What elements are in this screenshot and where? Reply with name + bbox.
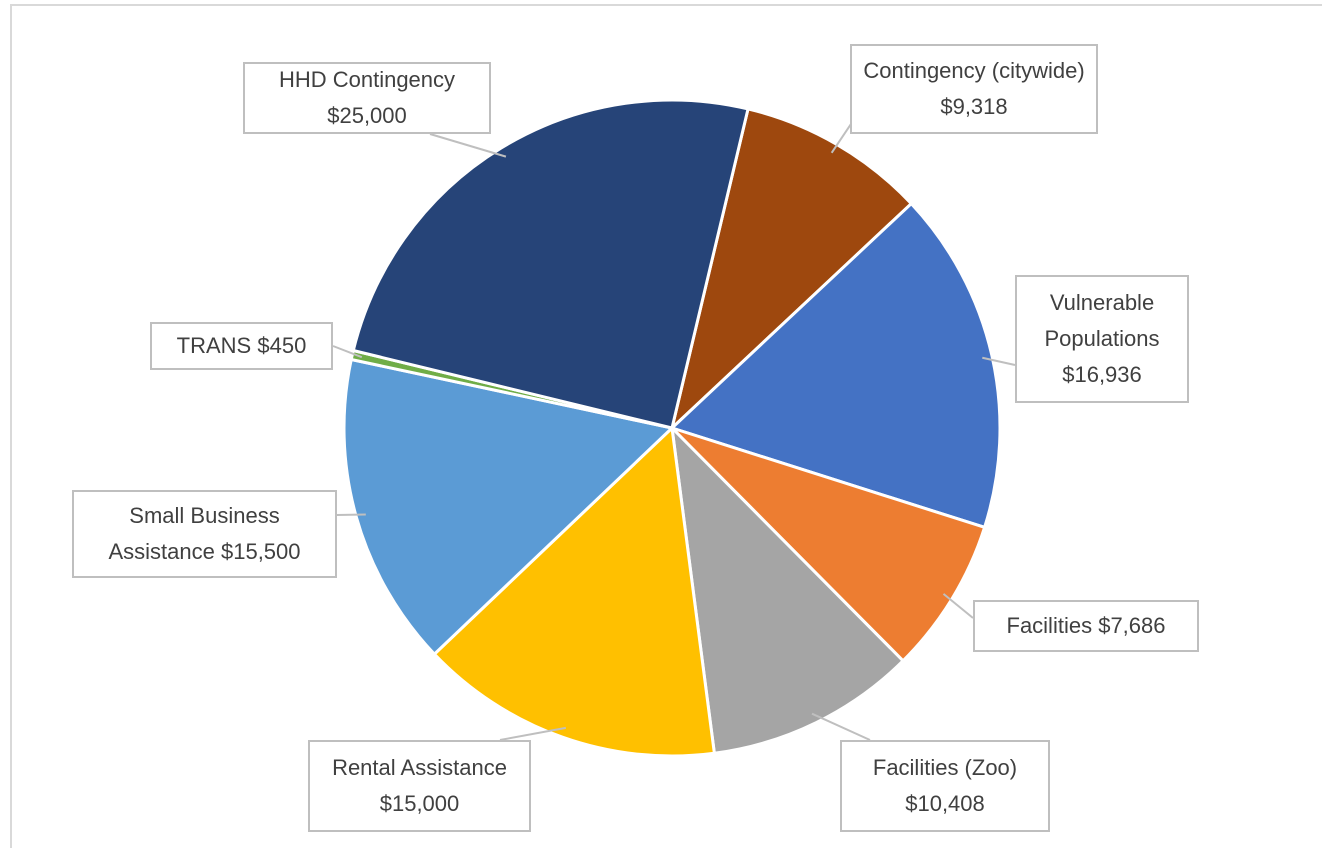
leader-line: [942, 593, 974, 619]
value-label: $15,000: [379, 791, 460, 816]
pie-slice: [432, 424, 717, 758]
data-label-text: Contingency (citywide) $9,318: [858, 53, 1090, 125]
value-label: $10,408: [905, 791, 985, 816]
value-label: $7,686: [1098, 613, 1166, 638]
data-label: Rental Assistance $15,000: [308, 740, 531, 832]
data-label: Small Business Assistance $15,500: [72, 490, 337, 578]
leader-line: [336, 513, 366, 516]
value-label: $15,500: [220, 539, 301, 564]
value-label: $9,318: [940, 94, 1008, 119]
data-label: HHD Contingency $25,000: [243, 62, 491, 134]
data-label-text: HHD Contingency $25,000: [251, 62, 483, 134]
data-label: Facilities (Zoo) $10,408: [840, 740, 1050, 832]
data-label-text: Facilities $7,686: [1007, 608, 1166, 644]
pie-slice: [351, 98, 750, 430]
data-label: Vulnerable Populations $16,936: [1015, 275, 1189, 403]
leader-line: [811, 712, 871, 741]
data-label: Contingency (citywide) $9,318: [850, 44, 1098, 134]
data-label-text: Small Business Assistance $15,500: [80, 498, 329, 570]
pie-slice: [342, 357, 676, 657]
leader-line: [982, 356, 1016, 366]
data-label-text: Rental Assistance $15,000: [316, 750, 523, 822]
category-label: TRANS: [176, 333, 252, 358]
category-label: HHD Contingency: [278, 67, 456, 92]
leader-line: [429, 133, 507, 158]
value-label: $450: [257, 333, 307, 358]
category-label: Facilities: [1006, 613, 1093, 638]
chart-frame: [10, 4, 1322, 848]
data-label-text: Facilities (Zoo) $10,408: [848, 750, 1042, 822]
pie-slice: [669, 423, 906, 755]
value-label: $25,000: [327, 103, 407, 128]
data-label: Facilities $7,686: [973, 600, 1199, 652]
category-label: Small Business Assistance: [108, 503, 280, 564]
category-label: Vulnerable Populations: [1044, 290, 1160, 351]
category-label: Rental Assistance: [332, 755, 507, 780]
value-label: $16,936: [1062, 362, 1142, 387]
category-label: Facilities (Zoo): [872, 755, 1018, 780]
pie-slice: [670, 426, 987, 663]
data-label-text: TRANS $450: [177, 328, 307, 364]
data-label-text: Vulnerable Populations $16,936: [1023, 285, 1181, 393]
data-label: TRANS $450: [150, 322, 333, 370]
category-label: Contingency (citywide): [863, 58, 1085, 83]
pie-slice: [669, 201, 1002, 530]
leader-line: [499, 726, 566, 741]
leader-line: [332, 345, 363, 359]
